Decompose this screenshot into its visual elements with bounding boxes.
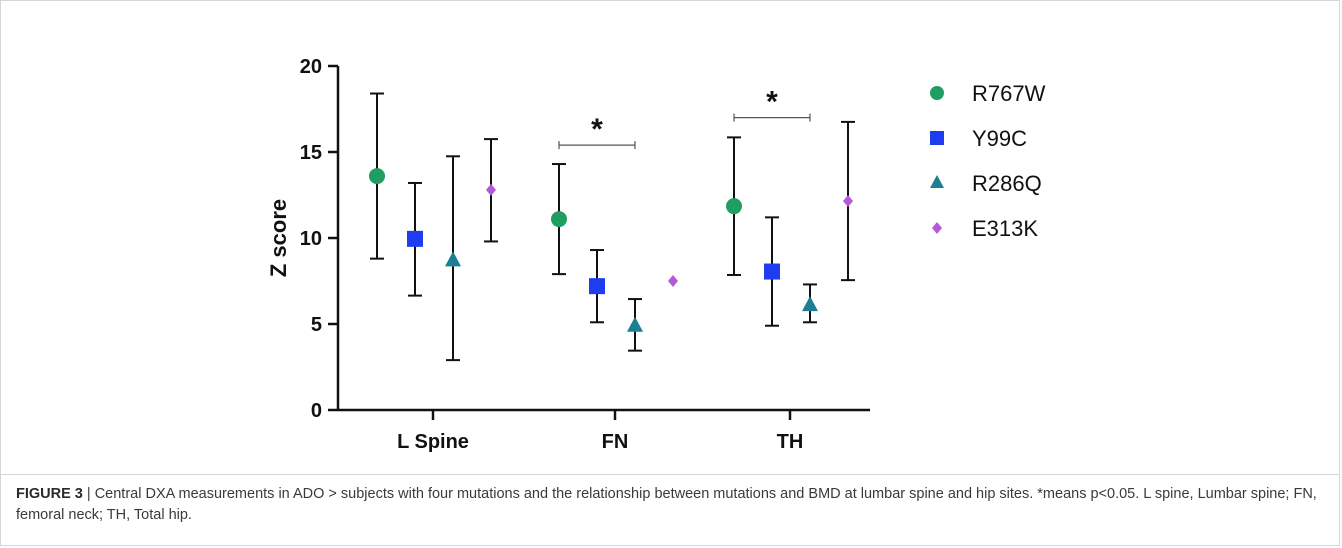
chart-legend: R767W Y99C R286Q E313K — [930, 81, 1046, 241]
data-point-r286q-l-spine — [445, 251, 461, 267]
caption-text: Central DXA measurements in ADO > subjec… — [16, 486, 1317, 523]
y-tick-label: 10 — [300, 228, 322, 250]
data-point-y99c-l-spine — [407, 230, 423, 247]
data-point-y99c-th — [764, 263, 780, 280]
legend-marker-y99c — [930, 131, 944, 145]
data-point-y99c-fn — [589, 278, 605, 295]
data-point-r767w-th — [726, 198, 742, 215]
data-point-r286q-th — [802, 296, 818, 312]
caption-separator: | — [82, 486, 95, 502]
data-point-r767w-l-spine — [369, 168, 385, 185]
legend-marker-r767w — [930, 86, 944, 100]
legend-marker-r286q — [930, 175, 944, 188]
x-tick-label: TH — [777, 431, 804, 453]
significance-star: * — [766, 86, 778, 119]
x-tick-label: FN — [602, 431, 629, 453]
data-point-r286q-fn — [627, 316, 643, 332]
legend-label-y99c: Y99C — [972, 126, 1027, 151]
caption-divider — [0, 474, 1340, 475]
data-point-r767w-fn — [551, 211, 567, 228]
y-tick-label: 20 — [300, 56, 322, 78]
legend-label-r286q: R286Q — [972, 171, 1042, 196]
y-tick-label: 5 — [311, 314, 322, 336]
caption-label: FIGURE 3 — [16, 486, 83, 502]
legend-marker-e313k — [932, 222, 942, 234]
data-point-e313k-l-spine — [486, 183, 496, 196]
significance-star: * — [591, 113, 603, 146]
y-tick-label: 0 — [311, 400, 322, 422]
data-point-e313k-fn — [668, 275, 678, 287]
x-tick-label: L Spine — [397, 431, 469, 453]
data-point-e313k-th — [843, 195, 853, 208]
chart-marks: ** — [369, 86, 855, 362]
chart-axes: 0 5 10 15 20 L Spine FN TH — [300, 56, 870, 453]
legend-label-e313k: E313K — [972, 216, 1038, 241]
figure-caption: FIGURE 3 | Central DXA measurements in A… — [16, 484, 1326, 526]
legend-label-r767w: R767W — [972, 81, 1046, 106]
y-tick-label: 15 — [300, 142, 322, 164]
y-axis-label: Z score — [266, 199, 291, 277]
